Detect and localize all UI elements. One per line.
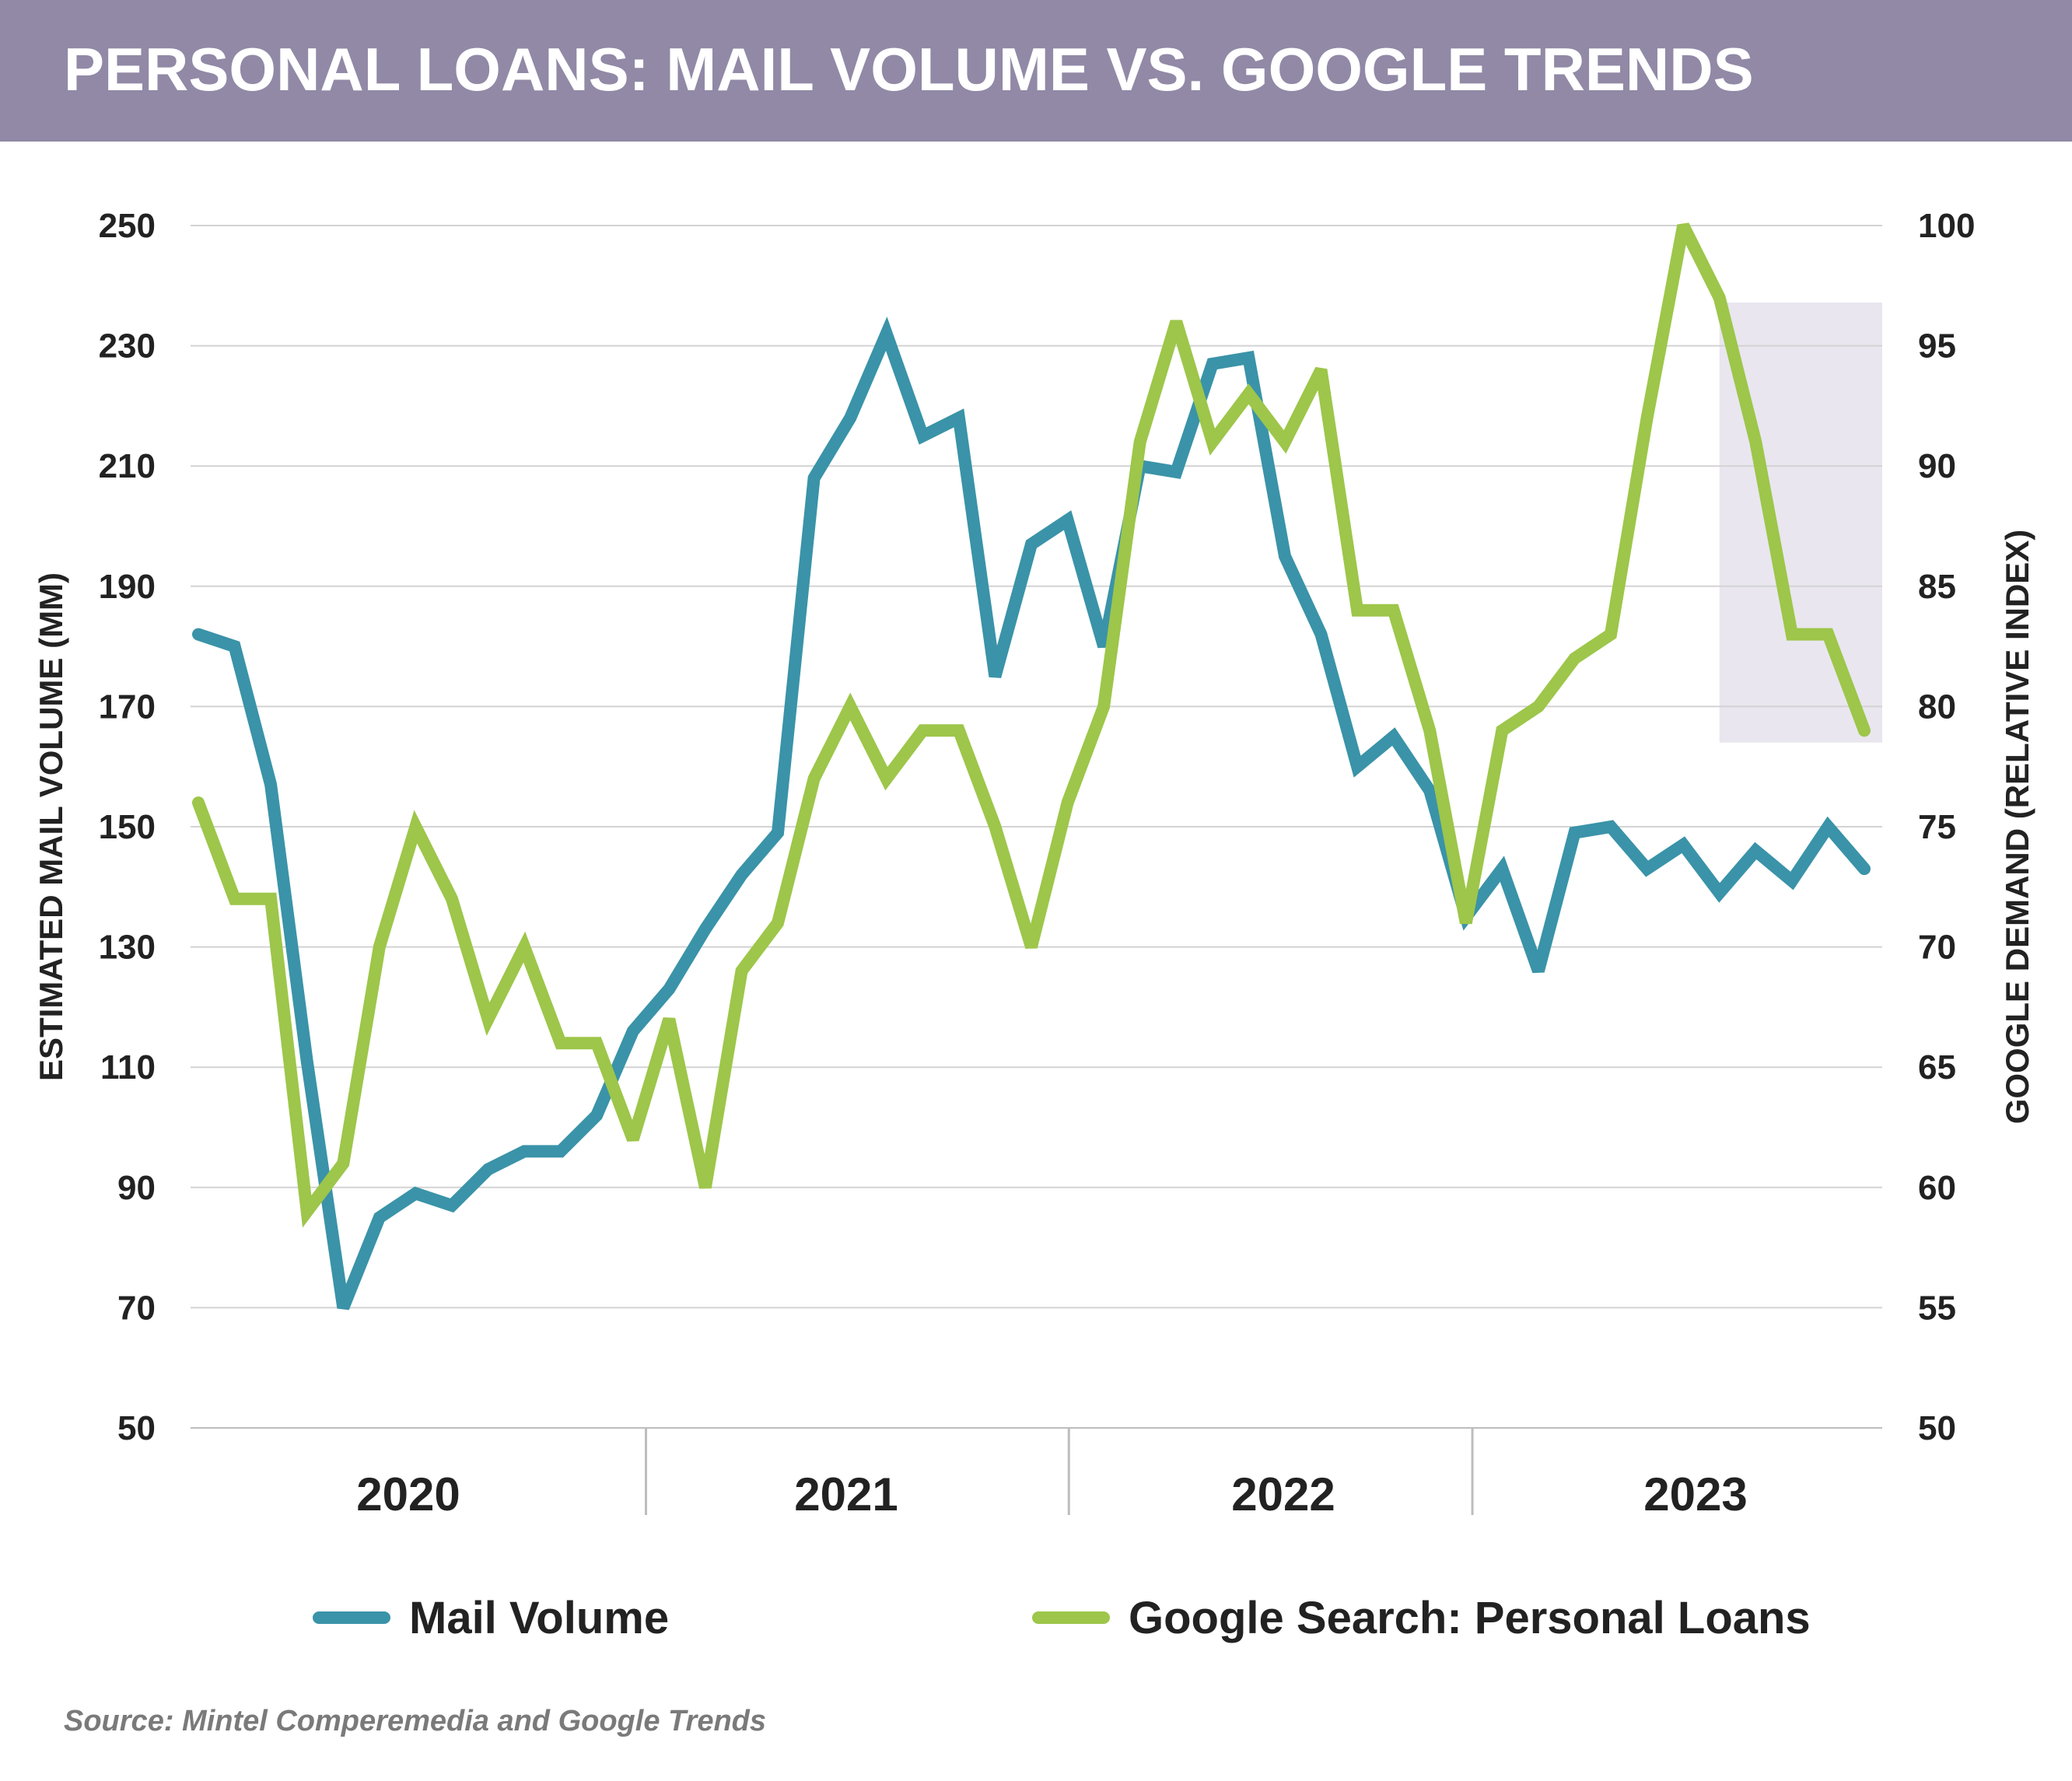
left-tick-label: 250 [99,207,156,245]
legend-item-mail-volume: Mail Volume [313,1590,669,1645]
right-tick-label: 85 [1918,568,1956,606]
left-tick-label: 170 [99,688,156,726]
left-tick-label: 210 [99,447,156,485]
left-axis-ticks: 50 70 90 110 130 150 170 190 210 230 250 [99,207,156,1447]
left-tick-label: 50 [117,1409,156,1447]
grid-lines [191,225,1882,1429]
chart-title: PERSONAL LOANS: MAIL VOLUME VS. GOOGLE T… [64,35,1754,103]
right-tick-label: 60 [1918,1169,1956,1207]
series-line-google-search [192,222,1871,1228]
year-dividers [645,1428,1474,1515]
right-axis-ticks: 50 55 60 65 70 75 80 85 90 95 100 [1918,207,1975,1447]
series-lines [192,222,1871,1310]
highlight-region [1719,302,1882,743]
right-tick-label: 70 [1918,929,1956,967]
year-labels: 2020 2021 2022 2023 [356,1468,1747,1520]
right-tick-label: 100 [1918,207,1975,245]
legend-label-mail-volume: Mail Volume [409,1592,670,1643]
legend-label-google-search: Google Search: Personal Loans [1129,1592,1811,1643]
year-label-2023: 2023 [1643,1468,1747,1520]
right-tick-label: 65 [1918,1048,1956,1086]
year-label-2022: 2022 [1231,1468,1335,1520]
left-tick-label: 150 [99,808,156,846]
right-tick-label: 75 [1918,808,1956,846]
chart-header: PERSONAL LOANS: MAIL VOLUME VS. GOOGLE T… [0,0,2072,142]
right-axis-title: GOOGLE DEMAND (RELATIVE INDEX) [1999,530,2035,1125]
right-tick-label: 55 [1918,1289,1956,1327]
left-tick-label: 70 [117,1289,156,1327]
left-tick-label: 90 [117,1169,156,1207]
series-line-mail-volume [192,317,1871,1310]
year-label-2021: 2021 [794,1468,898,1520]
left-tick-label: 110 [100,1048,156,1086]
right-tick-label: 90 [1918,447,1956,485]
left-axis-title: ESTIMATED MAIL VOLUME (MM) [33,572,69,1081]
left-tick-label: 130 [99,929,156,967]
source-note: Source: Mintel Comperemedia and Google T… [64,1705,767,1737]
left-tick-label: 230 [99,327,156,366]
left-tick-label: 190 [99,568,156,606]
year-label-2020: 2020 [356,1468,460,1520]
legend-swatch-mail-volume [313,1611,390,1624]
right-tick-label: 80 [1918,688,1956,726]
legend-item-google-search: Google Search: Personal Loans [1032,1590,1811,1645]
right-tick-label: 95 [1918,327,1956,366]
legend: Mail Volume Google Search: Personal Loan… [0,1590,2072,1645]
legend-swatch-google-search [1032,1611,1110,1624]
right-tick-label: 50 [1918,1409,1956,1447]
